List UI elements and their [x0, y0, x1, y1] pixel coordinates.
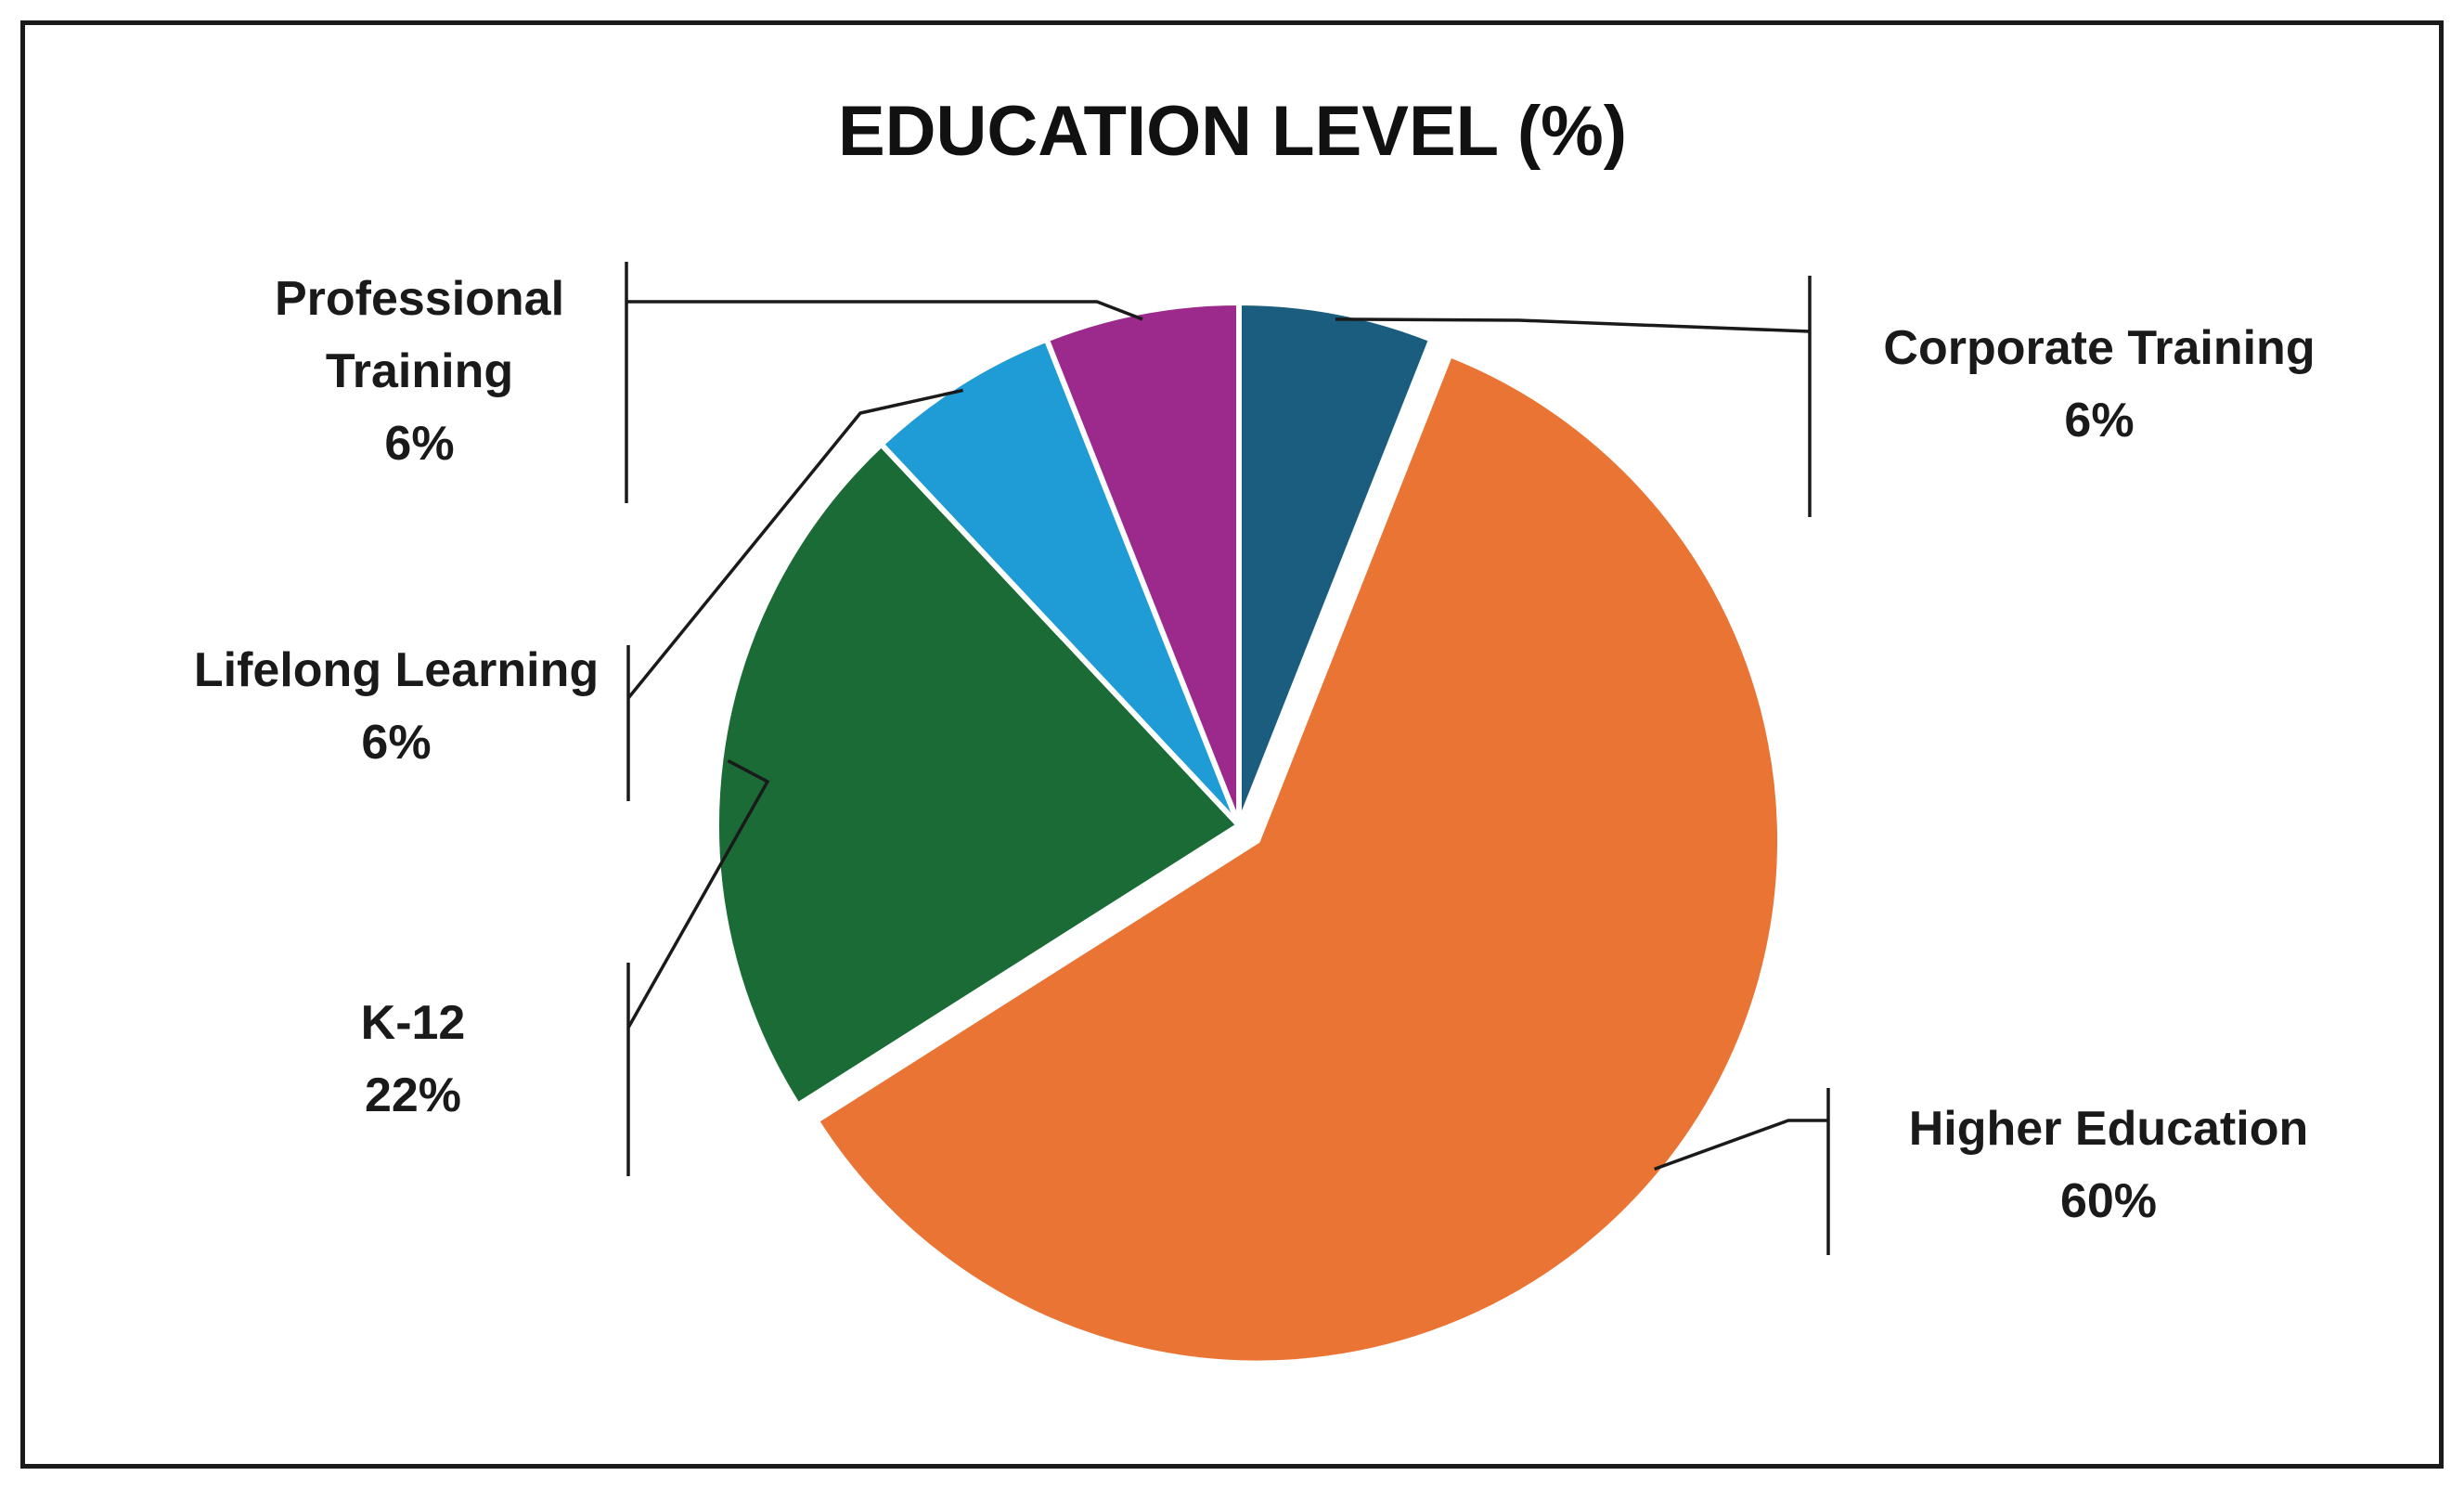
data-label-corporate-training: Corporate Training 6%	[1883, 321, 2315, 447]
chart-frame: EDUCATION LEVEL (%) Corporate Training 6%…	[20, 20, 2444, 1469]
data-label-value-higher-education: 60%	[2060, 1174, 2157, 1228]
pie-slices	[714, 300, 1784, 1366]
data-label-value-professional-training: 6%	[384, 417, 454, 471]
data-label-value-corporate-training: 6%	[2064, 394, 2134, 447]
leader-lines	[625, 262, 1830, 1255]
leader-line-lifelong-learning	[626, 388, 963, 700]
pie-slice-lifelong-learning	[878, 336, 1242, 828]
leader-line-professional-training	[626, 300, 1143, 321]
data-label-higher-education: Higher Education 60%	[1909, 1102, 2308, 1228]
pie-slice-professional-training	[1043, 300, 1242, 828]
data-label-k-12: K-12 22%	[361, 996, 466, 1122]
pie-slice-k-12	[714, 441, 1242, 1108]
data-label-value-k-12: 22%	[365, 1068, 461, 1122]
pie-slice-corporate-training	[1236, 300, 1435, 828]
data-labels: Corporate Training 6% Higher Education 60% K…	[194, 272, 2316, 1228]
chart-title: EDUCATION LEVEL (%)	[838, 92, 1627, 171]
pie-slice-higher-education	[813, 352, 1784, 1366]
pie-chart: EDUCATION LEVEL (%) Corporate Training 6%…	[194, 92, 2316, 1366]
leader-line-higher-education	[1654, 1119, 1828, 1171]
data-label-value-lifelong-learning: 6%	[361, 716, 431, 770]
data-label-professional-training: Professional Training 6%	[275, 272, 564, 471]
leader-line-k-12	[626, 758, 770, 1029]
leader-line-corporate-training	[1335, 317, 1811, 333]
data-label-lifelong-learning: Lifelong Learning 6%	[194, 643, 599, 770]
